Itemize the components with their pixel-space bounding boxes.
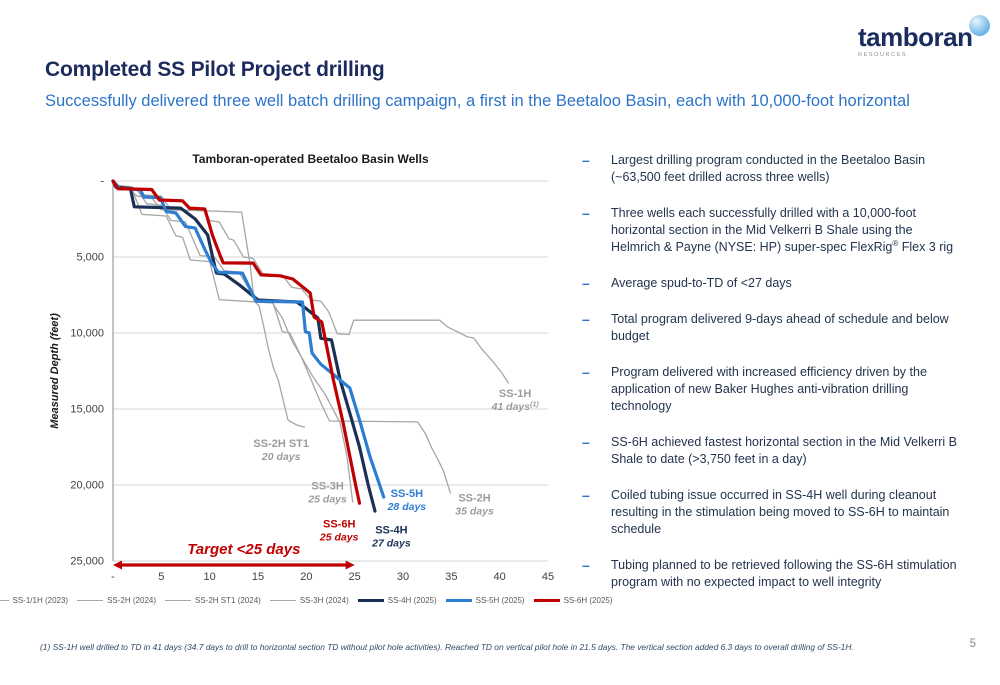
legend-item-SS-2H ST1 (2024): SS-2H ST1 (2024): [165, 596, 261, 605]
page-title: Completed SS Pilot Project drilling: [45, 58, 385, 81]
legend-line-swatch: [357, 599, 384, 602]
bullet-dash-icon: –: [582, 557, 590, 574]
legend-label: SS-5H (2025): [475, 596, 525, 605]
legend-line-swatch: [77, 600, 104, 601]
legend-item-SS-1/1H (2023): SS-1/1H (2023): [0, 596, 68, 605]
page-number: 5: [969, 638, 976, 650]
x-tick-label: 15: [252, 571, 264, 583]
bullet-item-7: – Coiled tubing issue occurred in SS-4H w…: [580, 487, 962, 538]
legend-line-swatch: [0, 600, 9, 601]
bullet-item-2: – Three wells each successfully drilled w…: [580, 205, 962, 256]
x-tick-label: 35: [445, 571, 457, 583]
chart-title: Tamboran-operated Beetaloo Basin Wells: [192, 152, 429, 166]
series-line-SS-3H (2024): [112, 180, 354, 503]
y-axis-title: Measured Depth (feet): [49, 313, 61, 429]
bullet-dash-icon: –: [582, 434, 590, 451]
x-tick-label: 40: [494, 571, 506, 583]
legend-item-SS-2H (2024): SS-2H (2024): [77, 596, 156, 605]
bullet-dash-icon: –: [582, 364, 590, 381]
footnote: (1) SS-1H well drilled to TD in 41 days …: [40, 642, 854, 652]
bullet-text: SS-6H achieved fastest horizontal sectio…: [611, 435, 958, 467]
legend-label: SS-1/1H (2023): [12, 596, 69, 605]
legend-item-SS-3H (2024): SS-3H (2024): [269, 596, 349, 605]
logo-sphere-icon: [969, 15, 990, 36]
bullet-text: Average spud-to-TD of <27 days: [611, 276, 792, 291]
target-arrowhead-right: [345, 560, 355, 570]
bullet-dash-icon: –: [582, 487, 590, 504]
bullet-item-8: – Tubing planned to be retrieved followin…: [580, 557, 962, 591]
bullet-item-5: – Program delivered with increased effici…: [580, 364, 962, 415]
bullet-item-4: – Total program delivered 9-days ahead of…: [580, 311, 962, 345]
legend-line-swatch: [445, 599, 472, 602]
annotation-days-SS-6H: 25 days: [319, 532, 359, 544]
bullet-text: Coiled tubing issue occurred in SS-4H we…: [611, 488, 950, 537]
bullet-item-1: – Largest drilling program conducted in t…: [580, 152, 962, 186]
x-tick-label: 5: [158, 571, 164, 583]
target-label: Target <25 days: [187, 541, 300, 558]
x-tick-label: -: [111, 571, 115, 583]
bullet-item-3: – Average spud-to-TD of <27 days: [580, 275, 962, 292]
y-tick-label: 15,000: [70, 404, 104, 416]
legend-label: SS-6H (2025): [563, 596, 613, 605]
x-tick-label: 30: [397, 571, 409, 583]
legend-label: SS-4H (2025): [387, 596, 437, 605]
annotation-days-SS-1H: 41 days(1): [491, 401, 540, 413]
page-subtitle: Successfully delivered three well batch …: [45, 92, 910, 110]
annotation-days-SS-3H: 25 days: [307, 494, 347, 506]
bullet-dash-icon: –: [582, 152, 590, 168]
logo-wordmark: tamboran: [858, 22, 973, 52]
annotation-days-SS-2H ST1: 20 days: [261, 451, 301, 463]
annotation-days-SS-4H: 27 days: [371, 538, 411, 550]
annotation-days-SS-2H: 35 days: [455, 506, 494, 518]
target-arrowhead-left: [113, 560, 122, 570]
annotation-days-SS-5H: 28 days: [387, 501, 427, 513]
bullet-text: Three wells each successfully drilled wi…: [611, 206, 954, 255]
x-tick-label: 20: [300, 571, 312, 583]
bullet-dash-icon: –: [582, 275, 590, 292]
x-tick-label: 45: [542, 571, 554, 583]
annotation-name-SS-5H: SS-5H: [391, 488, 423, 500]
bullet-item-6: – SS-6H achieved fastest horizontal secti…: [580, 434, 962, 468]
tamboran-logo: tamboran RESOURCES: [858, 15, 990, 58]
legend-label: SS-3H (2024): [299, 596, 349, 605]
y-tick-label: 5,000: [76, 252, 104, 264]
annotation-name-SS-4H: SS-4H: [375, 525, 407, 537]
annotation-name-SS-6H: SS-6H: [323, 519, 355, 531]
x-tick-label: 25: [349, 571, 361, 583]
bullet-text: Tubing planned to be retrieved following…: [611, 558, 957, 590]
legend-item-SS-4H (2025): SS-4H (2025): [357, 596, 437, 605]
legend-line-swatch: [165, 600, 192, 601]
x-tick-label: 10: [204, 571, 216, 583]
legend-line-swatch: [269, 600, 296, 601]
legend-label: SS-2H ST1 (2024): [195, 596, 261, 605]
chart-legend: SS-1/1H (2023) SS-2H (2024) SS-2H ST1 (202…: [0, 596, 613, 605]
annotation-name-SS-1H: SS-1H: [499, 388, 531, 400]
logo-subtext: RESOURCES: [858, 52, 908, 58]
series-line-SS-4H (2025): [111, 179, 377, 513]
legend-item-SS-5H (2025): SS-5H (2025): [445, 596, 525, 605]
series-line-SS-2H ST1 (2024): [112, 180, 306, 428]
bullet-text: Total program delivered 9-days ahead of …: [611, 312, 949, 344]
bullet-dash-icon: –: [582, 205, 590, 221]
bullet-text: Program delivered with increased efficie…: [611, 365, 927, 414]
annotation-name-SS-2H ST1: SS-2H ST1: [253, 438, 309, 450]
y-tick-label: 10,000: [70, 328, 104, 340]
legend-line-swatch: [533, 599, 560, 602]
y-tick-label: -: [100, 176, 104, 188]
annotation-name-SS-3H: SS-3H: [311, 481, 343, 493]
legend-item-SS-6H (2025): SS-6H (2025): [533, 596, 613, 605]
drilling-days-chart: -5,000 10,000 15,000 20,000 25,000-5 10 15 20 25…: [0, 148, 613, 623]
bullet-list: – Largest drilling program conducted in t…: [580, 152, 962, 610]
legend-label: SS-2H (2024): [107, 596, 157, 605]
bullet-text: Largest drilling program conducted in th…: [611, 153, 926, 184]
annotation-name-SS-2H: SS-2H: [458, 493, 490, 505]
y-tick-label: 25,000: [70, 556, 104, 568]
y-tick-label: 20,000: [70, 480, 104, 492]
series-line-SS-5H (2025): [111, 179, 386, 499]
bullet-dash-icon: –: [582, 311, 590, 328]
series-line-SS-6H (2025): [111, 179, 362, 505]
